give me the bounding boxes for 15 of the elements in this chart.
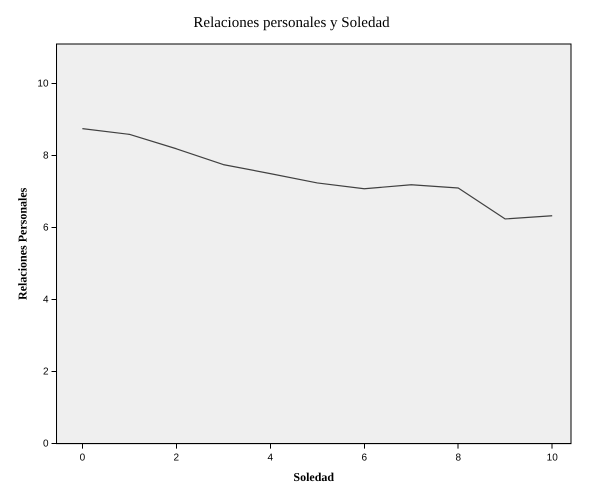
y-tick-label: 0 [42, 438, 49, 450]
x-tick-label: 2 [174, 452, 180, 464]
x-axis-title: Soledad [293, 470, 334, 484]
x-tick-label: 4 [268, 452, 274, 464]
x-tick-label: 8 [455, 452, 462, 464]
y-axis-title: Relaciones Personales [15, 187, 30, 300]
y-tick-label: 10 [37, 78, 49, 90]
y-tick-label: 6 [42, 222, 49, 234]
y-tick-label: 8 [42, 150, 49, 162]
x-tick-label: 6 [361, 452, 368, 464]
x-tick-label: 10 [546, 452, 558, 464]
x-tick-label: 0 [80, 452, 86, 464]
y-tick-label: 4 [42, 294, 49, 306]
chart-title: Relaciones personales y Soledad [193, 14, 390, 31]
y-tick-label: 2 [42, 366, 49, 378]
